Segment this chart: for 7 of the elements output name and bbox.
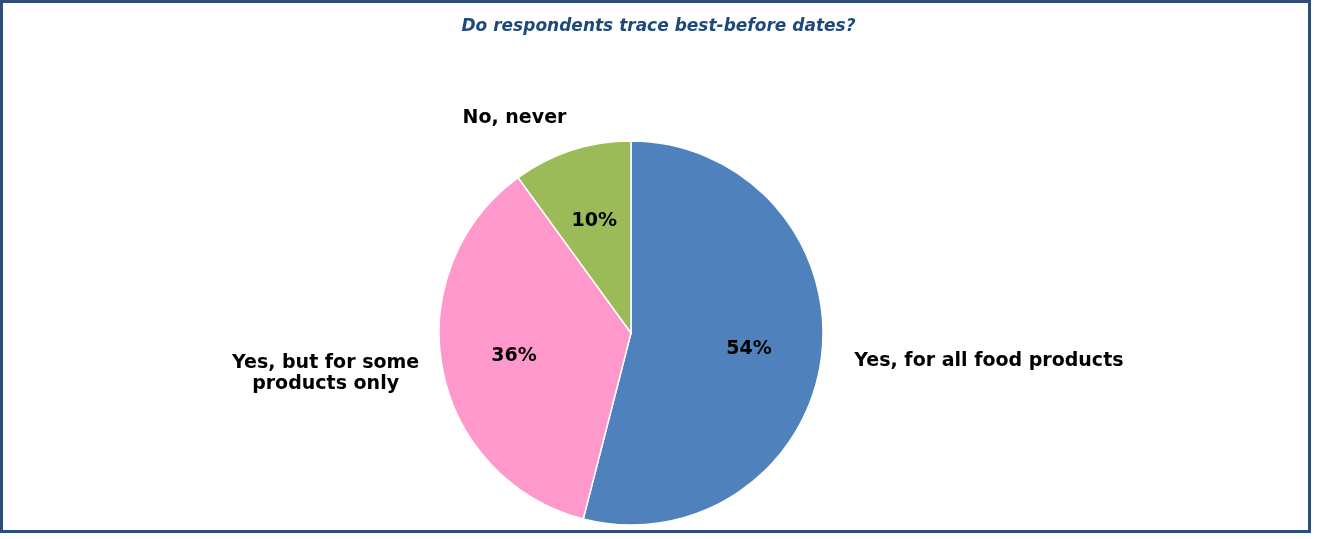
slice-label: Yes, for all food products	[853, 347, 1124, 370]
slice-label: No, never	[462, 105, 568, 128]
data-label: 36%	[491, 343, 537, 366]
slice-label: Yes, but for some products only	[230, 350, 420, 394]
data-label: 10%	[571, 207, 617, 230]
chart-title: Do respondents trace best-before dates?	[461, 15, 856, 35]
data-label: 54%	[726, 335, 772, 358]
